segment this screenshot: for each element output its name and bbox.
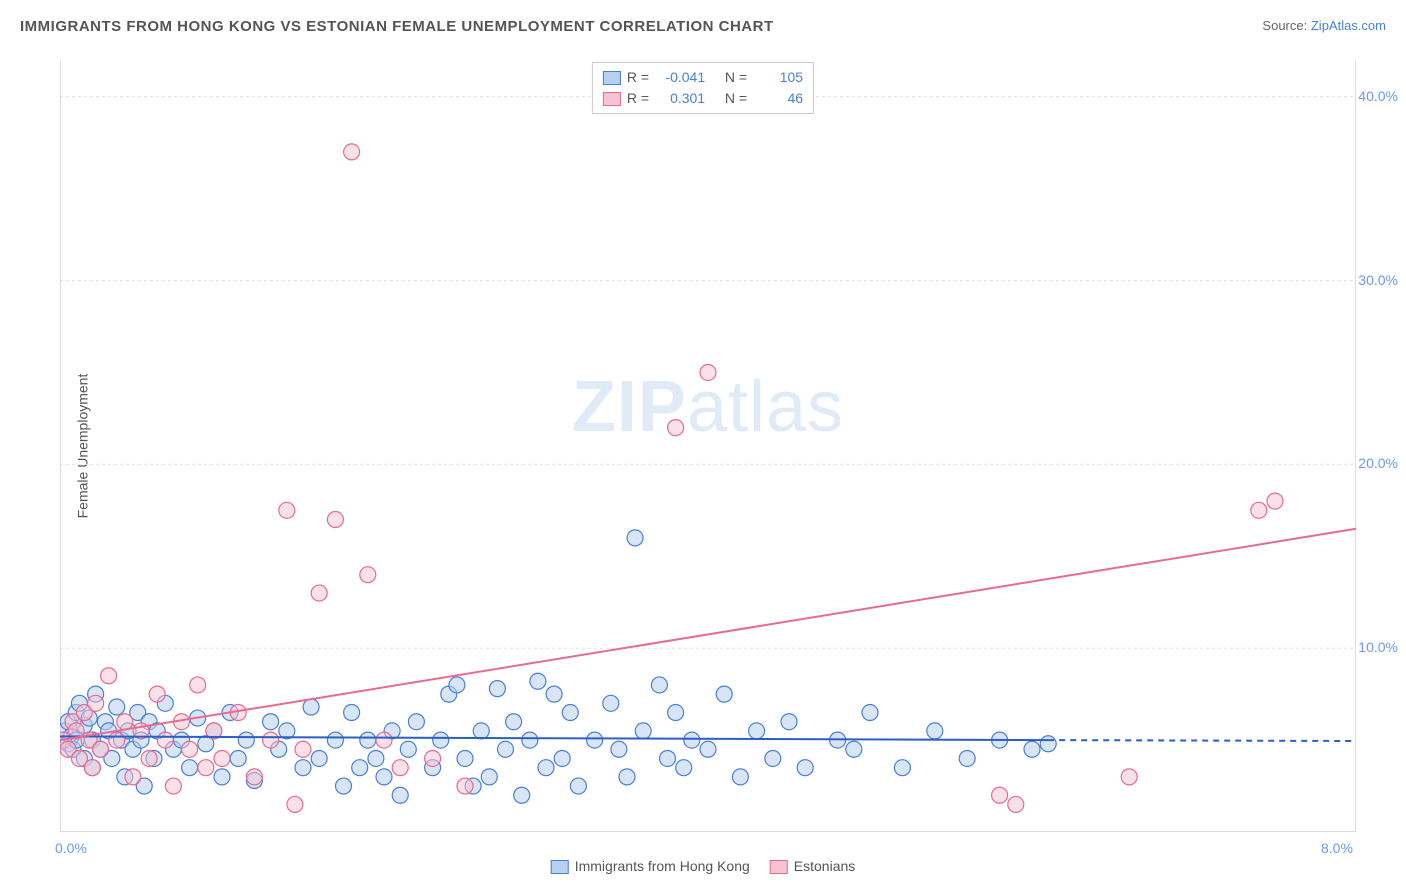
- series-legend: Immigrants from Hong Kong Estonians: [551, 858, 856, 874]
- legend-n-value-est: 46: [753, 88, 803, 109]
- source-attribution: Source: ZipAtlas.com: [1262, 18, 1386, 33]
- scatter-svg: [60, 60, 1356, 832]
- legend-n-value-hk: 105: [753, 67, 803, 88]
- source-link[interactable]: ZipAtlas.com: [1311, 18, 1386, 33]
- legend-n-label: N =: [725, 67, 747, 88]
- y-tick-label: 30.0%: [1358, 272, 1398, 288]
- legend-swatch-est-icon: [770, 860, 788, 874]
- y-tick-label: 10.0%: [1358, 639, 1398, 655]
- legend-r-label: R =: [627, 67, 649, 88]
- y-tick-label: 20.0%: [1358, 455, 1398, 471]
- source-label: Source:: [1262, 18, 1307, 33]
- y-tick-label: 40.0%: [1358, 88, 1398, 104]
- legend-r-label: R =: [627, 88, 649, 109]
- x-tick-label: 8.0%: [1321, 840, 1353, 856]
- legend-r-value-est: 0.301: [655, 88, 705, 109]
- legend-item-est: Estonians: [770, 858, 855, 874]
- legend-swatch-hk-icon: [551, 860, 569, 874]
- legend-swatch-hk: [603, 71, 621, 85]
- x-tick-label: 0.0%: [55, 840, 87, 856]
- legend-row-hk: R = -0.041 N = 105: [603, 67, 803, 88]
- legend-r-value-hk: -0.041: [655, 67, 705, 88]
- legend-label-est: Estonians: [794, 858, 855, 874]
- chart-title: IMMIGRANTS FROM HONG KONG VS ESTONIAN FE…: [20, 18, 774, 35]
- correlation-legend: R = -0.041 N = 105 R = 0.301 N = 46: [592, 62, 814, 114]
- legend-n-label: N =: [725, 88, 747, 109]
- legend-label-hk: Immigrants from Hong Kong: [575, 858, 750, 874]
- legend-row-est: R = 0.301 N = 46: [603, 88, 803, 109]
- legend-swatch-est: [603, 92, 621, 106]
- chart-plot-area: ZIPatlas: [60, 60, 1356, 832]
- legend-item-hk: Immigrants from Hong Kong: [551, 858, 750, 874]
